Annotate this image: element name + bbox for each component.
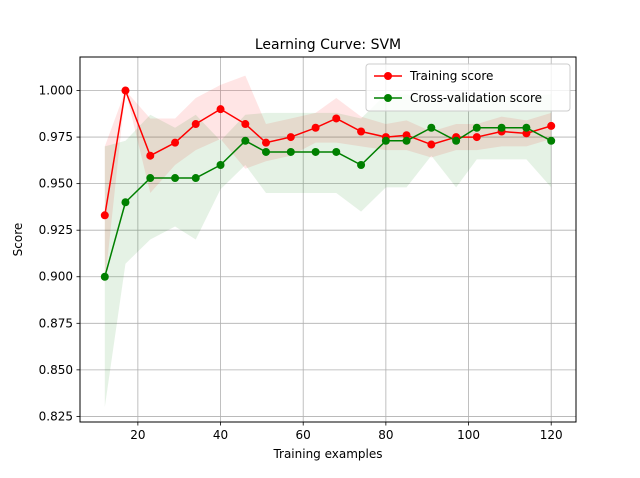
legend-box <box>365 63 571 112</box>
y-tick-label: 0.950 <box>39 177 73 191</box>
band-series-2 <box>104 94 552 408</box>
point-series-2 <box>100 272 109 281</box>
y-tick-label: 0.825 <box>39 409 73 423</box>
plot-area <box>80 57 576 422</box>
point-series-2 <box>357 161 366 170</box>
point-series-2 <box>311 147 320 156</box>
point-series-1 <box>402 131 411 140</box>
y-tick-label: 0.850 <box>39 363 73 377</box>
point-series-2 <box>497 123 506 132</box>
x-tick-label: 40 <box>213 428 228 442</box>
confidence-bands <box>104 75 552 408</box>
x-tick-label: 120 <box>540 428 563 442</box>
x-tick-label: 60 <box>296 428 311 442</box>
point-series-2 <box>241 136 250 145</box>
point-series-2 <box>472 123 481 132</box>
point-series-1 <box>100 211 109 220</box>
plot-frame <box>79 56 577 423</box>
point-series-2 <box>216 161 225 170</box>
point-series-1 <box>522 129 531 138</box>
x-tick-label: 20 <box>130 428 145 442</box>
x-tick-label: 80 <box>378 428 393 442</box>
point-series-2 <box>191 174 200 183</box>
legend: Training score Cross-validation score <box>365 63 571 112</box>
band-series-1 <box>104 75 552 285</box>
axis-ticks: 20 40 60 80 100 120 0.825 0.850 0.875 0.900 0.925 0… <box>39 84 563 442</box>
y-axis-label: Score <box>11 223 25 257</box>
point-series-2 <box>171 174 180 183</box>
point-series-1 <box>332 114 341 123</box>
point-series-2 <box>262 147 270 156</box>
point-series-1 <box>191 120 200 129</box>
y-tick-label: 0.900 <box>39 270 73 284</box>
point-series-1 <box>121 86 130 95</box>
legend-label-series-1: Training score <box>409 69 493 83</box>
y-tick-label: 0.875 <box>39 316 73 330</box>
point-series-1 <box>427 140 436 149</box>
series-markers <box>100 86 556 281</box>
point-series-2 <box>381 136 390 145</box>
point-series-1 <box>171 138 180 147</box>
point-series-1 <box>262 138 270 147</box>
legend-marker-series-2 <box>384 94 392 102</box>
point-series-1 <box>146 151 155 160</box>
point-series-2 <box>427 123 436 132</box>
x-axis-label: Training examples <box>272 447 382 461</box>
point-series-2 <box>332 147 341 156</box>
point-series-1 <box>216 105 225 114</box>
point-series-2 <box>547 136 556 145</box>
legend-marker-series-1 <box>384 72 392 80</box>
point-series-1 <box>311 123 320 132</box>
point-series-2 <box>146 174 155 183</box>
point-series-2 <box>452 136 461 145</box>
grid-lines <box>80 57 576 422</box>
point-series-2 <box>121 198 130 207</box>
y-tick-label: 0.975 <box>39 130 73 144</box>
point-series-1 <box>241 120 250 129</box>
point-series-2 <box>402 136 411 145</box>
point-series-2 <box>286 147 295 156</box>
x-tick-label: 100 <box>457 428 480 442</box>
point-series-1 <box>357 127 366 136</box>
chart-title: Learning Curve: SVM <box>255 37 401 53</box>
point-series-1 <box>472 133 481 142</box>
legend-items: Training score Cross-validation score <box>374 69 542 105</box>
legend-label-series-2: Cross-validation score <box>410 91 542 105</box>
point-series-1 <box>286 133 295 142</box>
y-tick-label: 1.000 <box>39 84 73 98</box>
point-series-2 <box>522 123 531 132</box>
y-tick-label: 0.925 <box>39 223 73 237</box>
point-series-1 <box>547 121 556 130</box>
